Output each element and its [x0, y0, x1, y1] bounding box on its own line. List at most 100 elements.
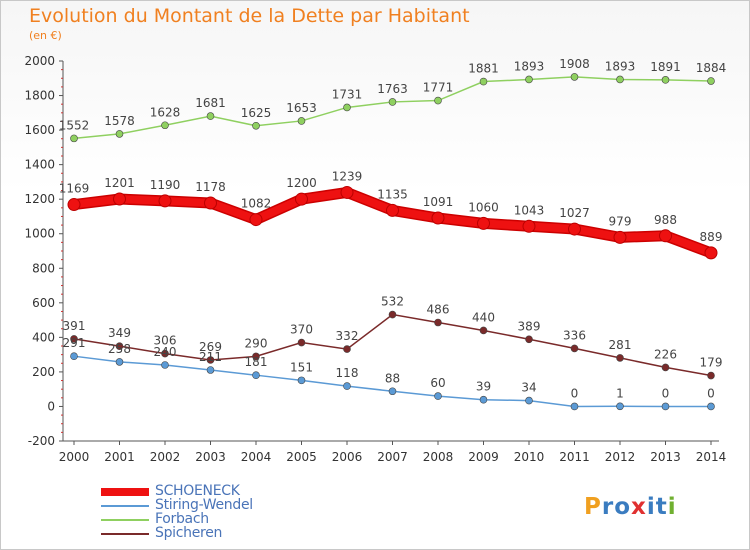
data-point	[343, 382, 351, 390]
chart-unit: (en €)	[29, 29, 62, 42]
y-tick-label: 600	[32, 296, 55, 310]
x-tick-label: 2000	[59, 450, 90, 464]
data-label: 1625	[241, 106, 272, 120]
data-point	[70, 134, 78, 143]
data-label: 1893	[605, 59, 636, 73]
data-point	[343, 345, 351, 353]
data-label: 211	[199, 350, 222, 364]
data-point	[479, 326, 488, 335]
data-point	[525, 396, 533, 405]
data-label: 1060	[468, 200, 499, 214]
data-point	[252, 371, 260, 379]
data-label: 179	[700, 356, 723, 370]
logo-letter: x	[631, 494, 647, 520]
data-label: 1027	[559, 206, 590, 220]
data-point	[707, 77, 715, 85]
data-point	[115, 342, 124, 350]
data-point	[570, 402, 579, 411]
data-point	[295, 192, 308, 206]
data-label: 1552	[59, 118, 90, 132]
data-label: 306	[154, 334, 177, 348]
data-point	[249, 213, 263, 227]
data-point	[661, 402, 670, 411]
data-label: 1891	[650, 60, 681, 74]
data-label: 1	[616, 386, 624, 400]
y-tick-label: 1200	[24, 192, 55, 206]
data-point	[616, 75, 624, 84]
data-point	[70, 335, 78, 343]
data-point	[659, 229, 672, 243]
data-label: 258	[108, 342, 131, 356]
data-point	[386, 203, 399, 217]
data-point	[161, 361, 169, 369]
data-label: 486	[427, 303, 450, 317]
y-tick-label: 200	[32, 365, 55, 379]
data-point	[340, 185, 354, 199]
data-label: 1178	[195, 180, 226, 194]
data-label: 1881	[468, 62, 499, 76]
data-label: 269	[199, 340, 222, 354]
data-label: 1201	[104, 176, 135, 190]
data-point	[252, 352, 260, 361]
x-tick-label: 2012	[605, 450, 636, 464]
data-point	[206, 112, 215, 120]
data-label: 988	[654, 213, 677, 227]
legend-item: SCHOENECK	[101, 483, 361, 499]
data-label: 1091	[423, 195, 454, 209]
data-label: 332	[336, 329, 359, 343]
data-point	[343, 103, 351, 112]
data-point	[388, 387, 397, 396]
data-point	[616, 402, 624, 411]
data-label: 281	[609, 338, 632, 352]
data-point	[252, 121, 260, 130]
data-label: 1190	[150, 178, 181, 192]
data-label: 1731	[332, 87, 363, 101]
data-label: 1653	[286, 101, 317, 115]
legend-swatch	[101, 533, 149, 535]
data-point	[206, 366, 215, 374]
data-label: 1578	[104, 114, 135, 128]
data-point	[388, 310, 397, 319]
legend-item: Spicheren	[101, 525, 361, 541]
data-point	[434, 318, 442, 327]
logo-letter: i	[667, 494, 677, 520]
data-label: 532	[381, 295, 404, 309]
y-tick-label: 400	[32, 330, 55, 344]
data-point	[525, 75, 533, 84]
legend-label: SCHOENECK	[155, 483, 240, 499]
proxiti-logo: Proxiti	[584, 494, 677, 520]
legend-item: Stiring-Wendel	[101, 497, 361, 513]
data-point	[434, 96, 442, 105]
data-point	[661, 76, 670, 84]
chart-title: Evolution du Montant de la Dette par Hab…	[29, 5, 470, 27]
data-label: 370	[290, 323, 313, 337]
legend-label: Spicheren	[155, 525, 223, 541]
data-point	[434, 392, 442, 400]
data-label: 1681	[195, 96, 226, 110]
data-point	[613, 230, 627, 244]
legend-swatch	[101, 488, 149, 496]
legend: SCHOENECK Stiring-Wendel Forbach Spicheren	[101, 483, 361, 541]
data-label: 226	[654, 347, 677, 361]
legend-swatch	[101, 519, 149, 521]
legend-item: Forbach	[101, 511, 361, 527]
data-point	[661, 363, 670, 372]
data-label: 391	[63, 319, 86, 333]
data-label: 1771	[423, 81, 454, 95]
data-point	[479, 77, 488, 86]
legend-swatch	[101, 505, 149, 507]
x-tick-label: 2001	[104, 450, 135, 464]
x-tick-label: 2007	[377, 450, 408, 464]
legend-label: Stiring-Wendel	[155, 497, 253, 513]
data-label: 1043	[514, 203, 545, 217]
data-label: 979	[609, 214, 632, 228]
data-label: 1893	[514, 59, 545, 73]
x-tick-label: 2008	[423, 450, 454, 464]
data-point	[477, 216, 490, 230]
x-tick-label: 2010	[514, 450, 545, 464]
data-label: 1239	[332, 169, 363, 183]
x-tick-label: 2003	[195, 450, 226, 464]
x-tick-label: 2002	[150, 450, 181, 464]
data-label: 889	[700, 230, 723, 244]
